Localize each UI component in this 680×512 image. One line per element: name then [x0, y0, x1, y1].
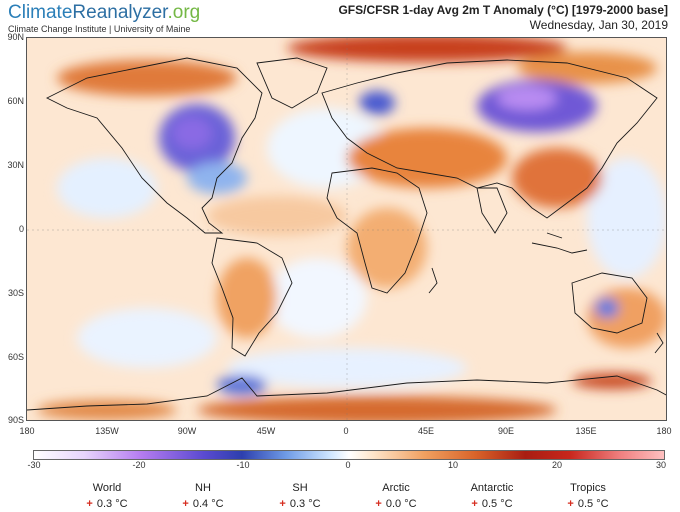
anomaly-map-svg — [27, 38, 666, 420]
lon-label-45w: 45W — [256, 426, 276, 436]
stat-name: Arctic — [382, 482, 410, 494]
stat-name: SH — [292, 482, 308, 494]
lat-label-30n: 30N — [7, 160, 24, 170]
lon-label-45e: 45E — [417, 426, 435, 436]
colorbar — [33, 450, 665, 460]
plus-icon: + — [567, 498, 574, 510]
colorbar-tick-neg10: -10 — [236, 460, 250, 470]
lat-label-60s: 60S — [7, 352, 24, 362]
stat-value: +0.4 °C — [182, 498, 224, 510]
map-date: Wednesday, Jan 30, 2019 — [529, 18, 668, 32]
stat-arctic: Arctic +0.0 °C — [356, 482, 436, 510]
plus-icon: + — [471, 498, 478, 510]
lon-label-180e: 180 — [656, 426, 672, 436]
lon-label-135w: 135W — [95, 426, 119, 436]
lat-label-90n: 90N — [7, 32, 24, 42]
colorbar-tick-neg20: -20 — [132, 460, 146, 470]
anomaly-map — [26, 37, 667, 421]
brand-subtitle: Climate Change Institute | University of… — [8, 24, 191, 34]
lon-label-135e: 135E — [575, 426, 597, 436]
lat-label-30s: 30S — [7, 288, 24, 298]
stat-value: +0.3 °C — [279, 498, 321, 510]
plus-icon: + — [182, 498, 189, 510]
lon-label-180w: 180 — [19, 426, 35, 436]
lat-label-90s: 90S — [7, 415, 24, 425]
graticule — [27, 38, 666, 420]
plus-icon: + — [375, 498, 382, 510]
lat-label-0: 0 — [18, 224, 24, 234]
brand: ClimateReanalyzer.org Climate Change Ins… — [8, 2, 200, 34]
map-title: GFS/CFSR 1-day Avg 2m T Anomaly (°C) [19… — [338, 3, 668, 17]
lon-label-90e: 90E — [497, 426, 515, 436]
coastlines — [27, 57, 666, 411]
stat-sh: SH +0.3 °C — [260, 482, 340, 510]
plus-icon: + — [279, 498, 286, 510]
stat-name: Antarctic — [470, 482, 514, 494]
stat-name: NH — [195, 482, 211, 494]
stat-antarctic: Antarctic +0.5 °C — [452, 482, 532, 510]
stat-name: World — [92, 482, 122, 494]
colorbar-tick-30: 30 — [655, 460, 667, 470]
lon-label-0: 0 — [343, 426, 349, 436]
stat-nh: NH +0.4 °C — [163, 482, 243, 510]
stat-value: +0.3 °C — [86, 498, 128, 510]
stat-name: Tropics — [570, 482, 606, 494]
stat-world: World +0.3 °C — [67, 482, 147, 510]
colorbar-tick-10: 10 — [447, 460, 459, 470]
stat-value: +0.5 °C — [471, 498, 513, 510]
anomaly-field — [37, 38, 666, 420]
colorbar-tick-0: 0 — [345, 460, 351, 470]
stat-tropics: Tropics +0.5 °C — [548, 482, 628, 510]
lat-label-60n: 60N — [7, 96, 24, 106]
plus-icon: + — [86, 498, 93, 510]
stat-value: +0.5 °C — [567, 498, 609, 510]
colorbar-tick-neg30: -30 — [27, 460, 41, 470]
lon-label-90w: 90W — [177, 426, 197, 436]
colorbar-tick-20: 20 — [551, 460, 563, 470]
stat-value: +0.0 °C — [375, 498, 417, 510]
brand-logo[interactable]: ClimateReanalyzer.org — [8, 2, 201, 23]
